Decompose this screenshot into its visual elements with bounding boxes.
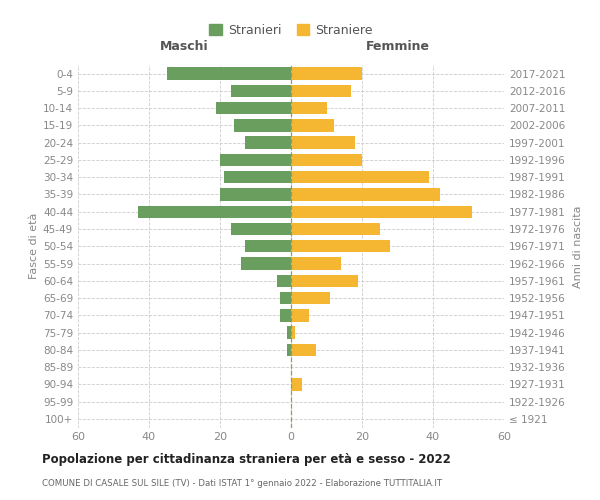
Bar bbox=[287, 326, 291, 339]
Bar bbox=[220, 154, 291, 166]
Bar bbox=[291, 223, 380, 235]
Bar bbox=[245, 240, 291, 252]
Bar bbox=[291, 378, 302, 390]
Bar bbox=[291, 274, 358, 287]
Bar bbox=[291, 206, 472, 218]
Bar bbox=[217, 102, 291, 115]
Bar bbox=[291, 344, 316, 356]
Bar bbox=[224, 171, 291, 183]
Bar bbox=[291, 171, 430, 183]
Bar bbox=[230, 223, 291, 235]
Bar bbox=[291, 258, 341, 270]
Bar bbox=[291, 68, 362, 80]
Text: Maschi: Maschi bbox=[160, 40, 209, 53]
Bar bbox=[291, 102, 326, 115]
Bar bbox=[291, 326, 295, 339]
Bar bbox=[291, 292, 330, 304]
Y-axis label: Fasce di età: Fasce di età bbox=[29, 213, 39, 280]
Bar bbox=[241, 258, 291, 270]
Bar bbox=[230, 84, 291, 97]
Bar bbox=[280, 292, 291, 304]
Bar bbox=[291, 188, 440, 200]
Text: Popolazione per cittadinanza straniera per età e sesso - 2022: Popolazione per cittadinanza straniera p… bbox=[42, 452, 451, 466]
Bar bbox=[139, 206, 291, 218]
Bar bbox=[291, 309, 309, 322]
Bar bbox=[167, 68, 291, 80]
Legend: Stranieri, Straniere: Stranieri, Straniere bbox=[209, 24, 373, 37]
Bar bbox=[291, 136, 355, 149]
Bar bbox=[220, 188, 291, 200]
Bar bbox=[287, 344, 291, 356]
Bar bbox=[234, 119, 291, 132]
Text: Femmine: Femmine bbox=[365, 40, 430, 53]
Bar bbox=[277, 274, 291, 287]
Bar bbox=[245, 136, 291, 149]
Bar bbox=[291, 119, 334, 132]
Bar bbox=[291, 154, 362, 166]
Bar bbox=[280, 309, 291, 322]
Text: COMUNE DI CASALE SUL SILE (TV) - Dati ISTAT 1° gennaio 2022 - Elaborazione TUTTI: COMUNE DI CASALE SUL SILE (TV) - Dati IS… bbox=[42, 479, 442, 488]
Bar bbox=[291, 84, 352, 97]
Y-axis label: Anni di nascita: Anni di nascita bbox=[572, 205, 583, 288]
Bar bbox=[291, 240, 391, 252]
